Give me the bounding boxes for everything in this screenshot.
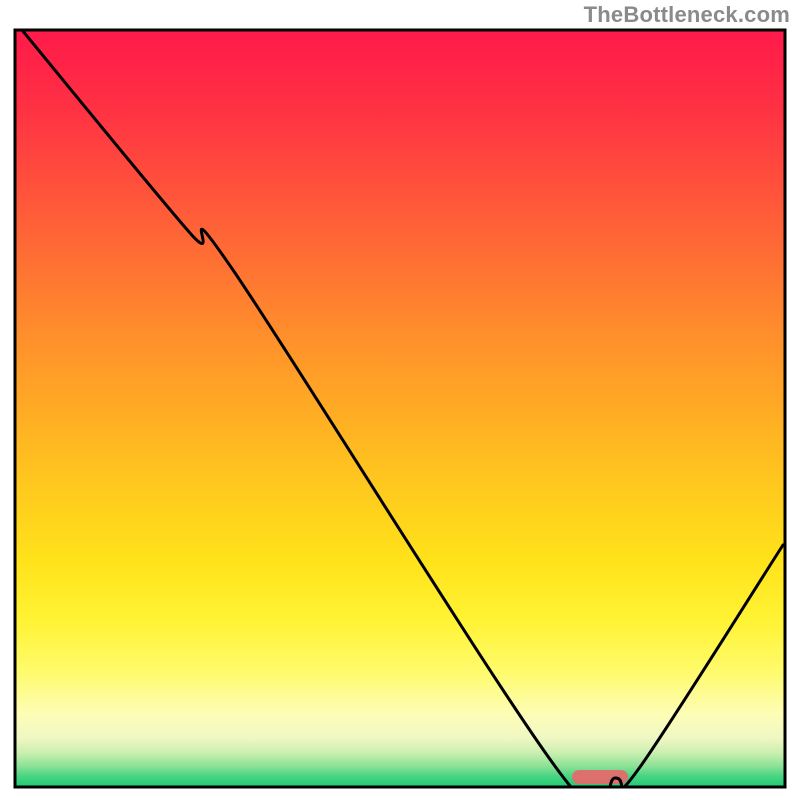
- watermark-text: TheBottleneck.com: [584, 2, 790, 28]
- chart-container: TheBottleneck.com: [0, 0, 800, 800]
- gradient-background: [15, 30, 785, 787]
- bottleneck-chart: [0, 0, 800, 800]
